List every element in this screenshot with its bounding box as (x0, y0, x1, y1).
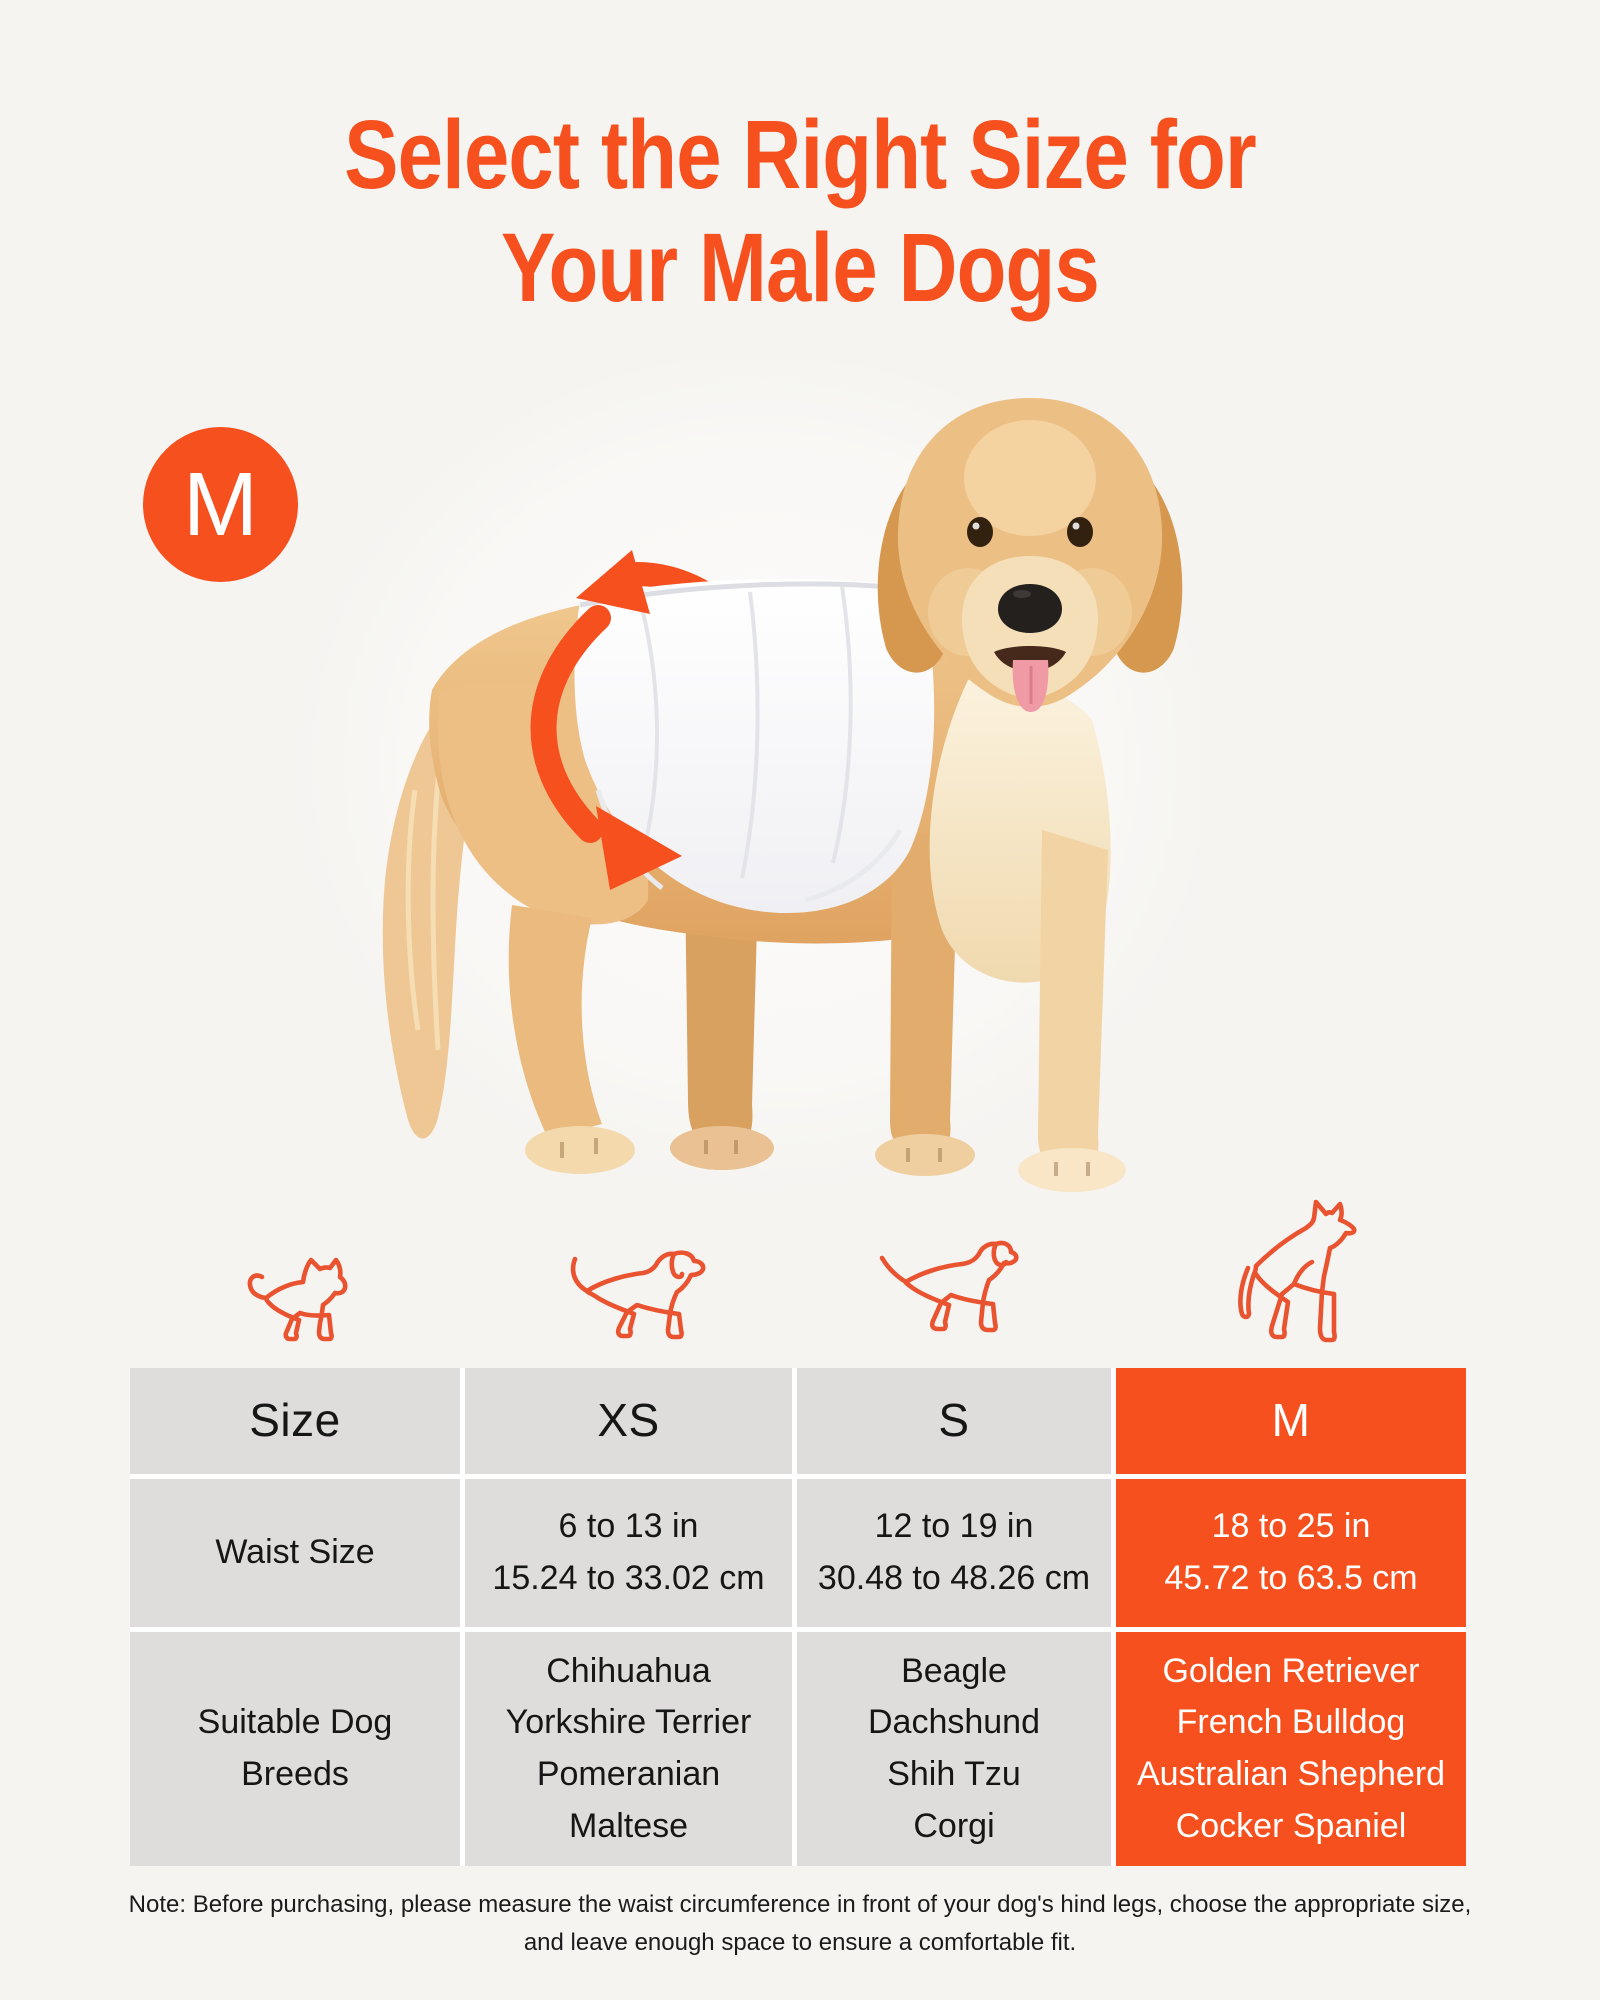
dog-diaper (574, 578, 935, 914)
dog-right-eye (1067, 517, 1093, 547)
breeds-cell-xs: Chihuahua Yorkshire Terrier Pomeranian M… (465, 1632, 792, 1866)
waist-cell-s: 12 to 19 in 30.48 to 48.26 cm (797, 1479, 1111, 1627)
suitable-breeds-label: Suitable Dog Breeds (197, 1703, 393, 1793)
diaper-fold-lines (640, 585, 853, 879)
size-badge-label: M (183, 454, 258, 555)
wrap-arrow-head-top (576, 550, 650, 614)
wrap-arrow-head-bottom (596, 806, 682, 890)
breed-m-4: Cocker Spaniel (1175, 1806, 1407, 1845)
header-xs-label: XS (597, 1394, 660, 1447)
dog-head (877, 398, 1183, 712)
golden-retriever-illustration (295, 355, 1225, 1205)
page-title-line1: Select the Right Size for (344, 100, 1256, 209)
breed-m-2: French Bulldog (1176, 1703, 1406, 1742)
waist-cell-xs: 6 to 13 in 15.24 to 33.02 cm (465, 1479, 792, 1627)
dog-front-near-paw (1018, 1148, 1126, 1192)
breed-xs-3: Pomeranian (536, 1755, 721, 1793)
table-header-size: Size (130, 1368, 460, 1474)
dog-forehead-highlight (964, 420, 1096, 536)
size-table: Size XS S M Waist Size 6 to 13 in 15.24 … (130, 1368, 1466, 1866)
waist-m-cm: 45.72 to 63.5 cm (1164, 1559, 1418, 1597)
dog-rear-far-leg (685, 880, 758, 1145)
waist-m-in: 18 to 25 in (1211, 1507, 1371, 1546)
breed-s-3: Shih Tzu (887, 1755, 1021, 1793)
dog-rear-near-paw (525, 1126, 635, 1174)
size-badge: M (143, 427, 298, 582)
note-line1: Note: Before purchasing, please measure … (128, 1891, 1472, 1918)
header-m-label: M (1271, 1394, 1311, 1447)
waist-xs-cm: 15.24 to 33.02 cm (492, 1559, 765, 1597)
page-title-line2: Your Male Dogs (501, 213, 1100, 323)
note-line2: and leave enough space to ensure a comfo… (523, 1928, 1077, 1956)
dog-diaper-photo (280, 355, 1225, 1210)
row-label-waist-size: Waist Size (130, 1479, 460, 1627)
waist-s-cm: 30.48 to 48.26 cm (817, 1559, 1091, 1597)
waist-size-label: Waist Size (215, 1533, 375, 1572)
breed-xs-1: Chihuahua (546, 1651, 711, 1690)
header-size-label: Size (249, 1394, 341, 1447)
measurement-note: Note: Before purchasing, please measure … (0, 1886, 1600, 1962)
breed-xs-4: Maltese (568, 1806, 689, 1845)
row-label-suitable-breeds: Suitable Dog Breeds (130, 1632, 460, 1866)
nose-highlight (1013, 590, 1031, 598)
paw-toe-lines (560, 1138, 1090, 1176)
waist-xs-in: 6 to 13 in (558, 1507, 699, 1546)
dog-left-eye (967, 517, 993, 547)
table-header-xs: XS (465, 1368, 792, 1474)
breed-s-1: Beagle (901, 1651, 1007, 1690)
waist-s-in: 12 to 19 in (874, 1507, 1034, 1546)
page-title: Select the Right Size for Your Male Dogs (128, 98, 1472, 325)
left-eye-highlight (972, 522, 980, 530)
wrap-arrow-left-arc (530, 605, 611, 843)
breed-m-1: Golden Retriever (1162, 1651, 1420, 1690)
breed-xs-2: Yorkshire Terrier (505, 1703, 752, 1742)
table-header-m-highlighted: M (1116, 1368, 1466, 1474)
dog-rear-near-leg (508, 905, 602, 1138)
right-eye-highlight (1072, 522, 1080, 530)
breed-s-4: Corgi (913, 1806, 995, 1845)
table-header-s: S (797, 1368, 1111, 1474)
retriever-outline-icon (878, 1238, 1033, 1353)
waist-cell-m-highlighted: 18 to 25 in 45.72 to 63.5 cm (1116, 1479, 1466, 1627)
breeds-cell-s: Beagle Dachshund Shih Tzu Corgi (797, 1632, 1111, 1866)
dog-nose (998, 584, 1062, 633)
breed-s-2: Dachshund (867, 1703, 1040, 1742)
great-dane-outline-icon (1218, 1196, 1363, 1353)
header-s-label: S (938, 1394, 970, 1447)
breeds-cell-m-highlighted: Golden Retriever French Bulldog Australi… (1116, 1632, 1466, 1866)
chihuahua-outline-icon (240, 1252, 352, 1355)
breed-m-3: Australian Shepherd (1136, 1755, 1446, 1793)
dog-rear-far-paw (670, 1126, 774, 1170)
dog-front-far-paw (875, 1134, 975, 1176)
dog-front-near-leg (1038, 830, 1108, 1167)
tail-fur-streaks (405, 759, 443, 1051)
spaniel-outline-icon (561, 1248, 709, 1353)
